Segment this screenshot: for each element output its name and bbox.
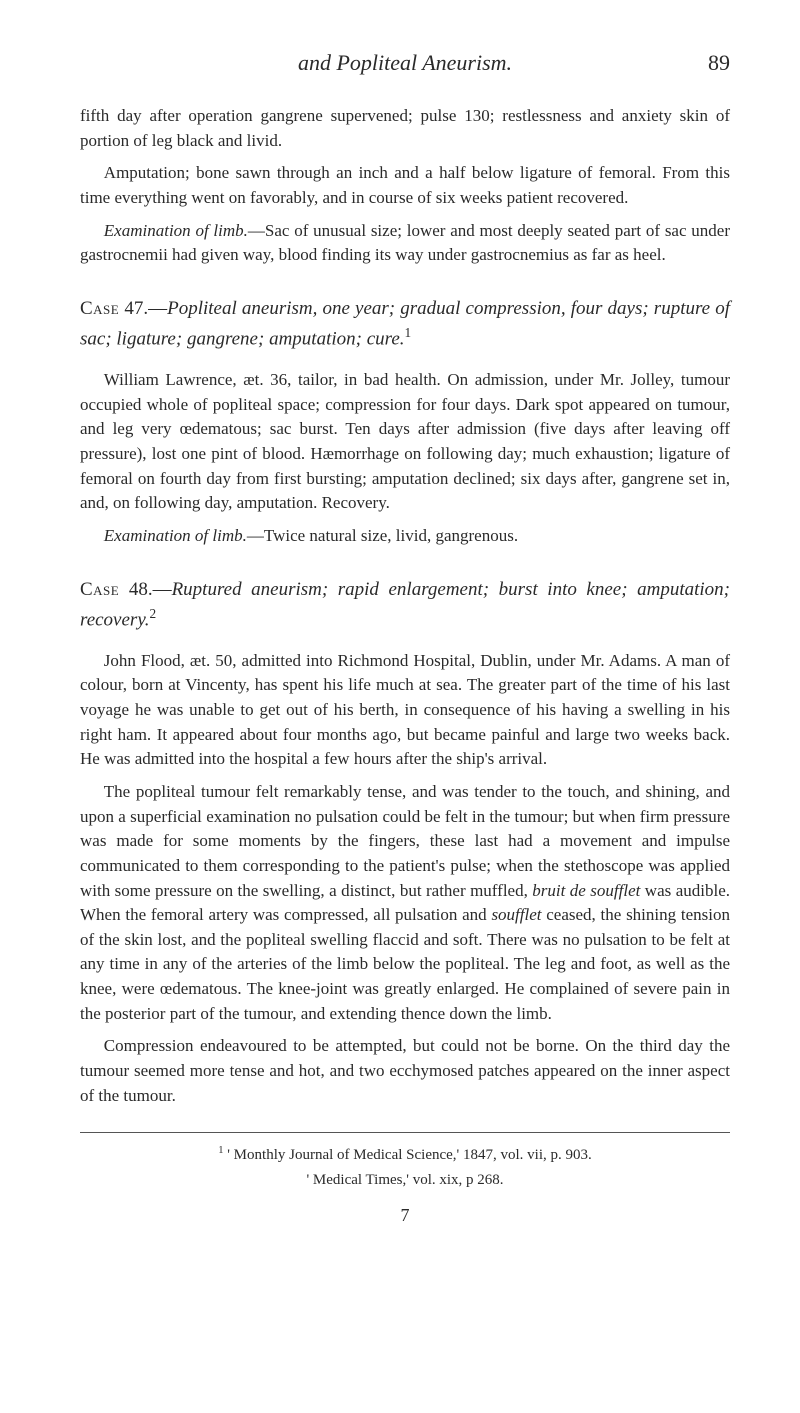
- body-paragraph: William Lawrence, æt. 36, tailor, in bad…: [80, 368, 730, 516]
- page: and Popliteal Aneurism. 89 fifth day aft…: [0, 0, 800, 1284]
- exam-label: Examination of limb.: [104, 221, 248, 240]
- body-paragraph: The popliteal tumour felt remarkably ten…: [80, 780, 730, 1026]
- case-heading-48: Case 48.—Ruptured aneurism; rapid enlarg…: [80, 575, 730, 635]
- page-header: and Popliteal Aneurism. 89: [80, 50, 730, 76]
- footnote-ref: 1: [405, 325, 412, 340]
- body-paragraph: John Flood, æt. 50, admitted into Richmo…: [80, 649, 730, 772]
- body-paragraph: fifth day after operation gangrene super…: [80, 104, 730, 153]
- footnote-2: ' Medical Times,' vol. xix, p 268.: [80, 1169, 730, 1192]
- body-text: —Twice natural size, livid, gangrenous.: [247, 526, 518, 545]
- body-paragraph: Examination of limb.—Twice natural size,…: [80, 524, 730, 549]
- footnote-1: 1 ' Monthly Journal of Medical Science,'…: [80, 1143, 730, 1167]
- case-label: Case: [80, 298, 119, 319]
- case-label: Case: [80, 579, 119, 600]
- italic-term: bruit de soufflet: [532, 881, 640, 900]
- case-heading-47: Case 47.—Popliteal aneurism, one year; g…: [80, 294, 730, 354]
- case-title: Ruptured aneurism; rapid enlargement; bu…: [80, 579, 730, 631]
- running-head: and Popliteal Aneurism.: [298, 50, 512, 76]
- case-number: 47.—: [124, 298, 167, 319]
- page-number: 89: [708, 50, 730, 76]
- signature-mark: 7: [80, 1205, 730, 1226]
- footnote-rule: [80, 1132, 730, 1133]
- footnote-ref: 2: [149, 606, 156, 621]
- footnote-text: ' Monthly Journal of Medical Science,' 1…: [223, 1147, 591, 1163]
- exam-label: Examination of limb.: [104, 526, 247, 545]
- italic-term: soufflet: [491, 905, 541, 924]
- body-paragraph: Examination of limb.—Sac of unusual size…: [80, 219, 730, 268]
- case-number: 48.—: [129, 579, 172, 600]
- body-paragraph: Compression endeavoured to be attempted,…: [80, 1034, 730, 1108]
- case-title: Popliteal aneurism, one year; gradual co…: [80, 298, 730, 350]
- body-paragraph: Amputation; bone sawn through an inch an…: [80, 161, 730, 210]
